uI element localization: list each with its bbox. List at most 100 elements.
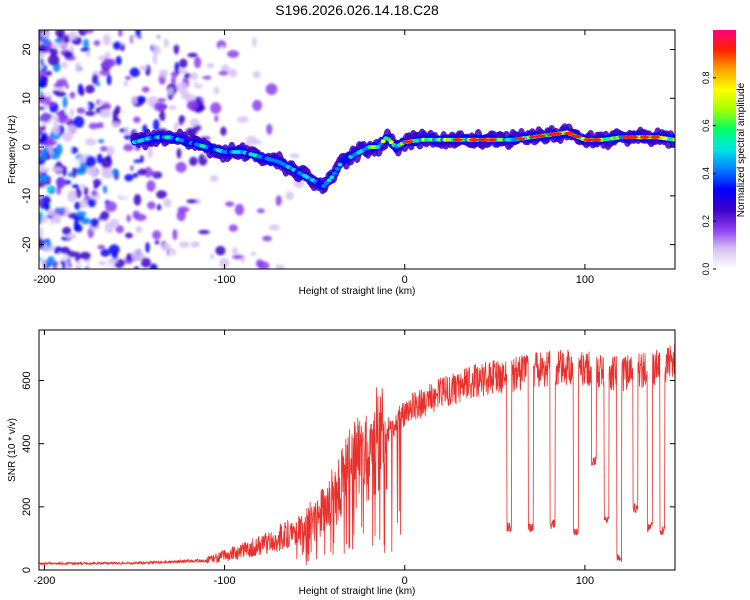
noise-blob <box>131 249 143 262</box>
noise-blob <box>111 168 119 177</box>
ridge-core <box>329 175 335 180</box>
y-axis-label: Frequency (Hz) <box>7 115 18 184</box>
noise-blob <box>124 173 134 182</box>
noise-blob <box>63 51 74 58</box>
noise-blob <box>231 247 239 255</box>
noise-blob <box>209 253 215 259</box>
noise-blob <box>100 211 110 221</box>
noise-blob <box>106 145 115 156</box>
snr-series-line <box>39 344 675 566</box>
noise-blob <box>163 38 169 48</box>
noise-blob <box>54 215 60 224</box>
noise-blob <box>58 176 66 189</box>
noise-blob <box>135 225 143 234</box>
noise-blob <box>68 31 78 40</box>
ridge-core <box>321 184 327 189</box>
noise-blob <box>241 173 246 180</box>
x-axis-label: Height of straight line (km) <box>299 286 416 297</box>
noise-blob <box>129 67 140 78</box>
noise-blob <box>228 224 238 232</box>
noise-blob <box>73 116 85 128</box>
ridge-core <box>388 140 394 145</box>
noise-blob <box>57 115 69 124</box>
noise-blob <box>40 112 52 123</box>
noise-blob <box>135 30 141 39</box>
noise-blob <box>66 250 77 258</box>
noise-blob <box>42 36 49 46</box>
ridge-core <box>672 137 675 142</box>
noise-blob <box>165 109 171 119</box>
noise-blob <box>85 155 96 168</box>
noise-blob <box>88 95 99 101</box>
noise-blob <box>256 208 265 214</box>
noise-blob <box>250 251 257 256</box>
noise-blob <box>123 134 131 140</box>
noise-blob <box>78 155 85 163</box>
noise-blob <box>39 138 44 144</box>
noise-blob <box>63 34 71 44</box>
noise-blob <box>145 241 150 254</box>
noise-blob <box>168 105 177 111</box>
noise-blob <box>39 106 45 111</box>
noise-blob <box>178 115 186 123</box>
noise-blob <box>105 137 115 143</box>
noise-blob <box>149 171 158 176</box>
noise-blob <box>85 51 91 58</box>
noise-blob <box>86 66 93 76</box>
noise-blob <box>225 201 235 207</box>
noise-blob <box>91 74 99 85</box>
noise-blob <box>41 214 48 224</box>
noise-blob <box>227 57 232 68</box>
noise-blob <box>248 90 253 96</box>
noise-blob <box>102 58 114 69</box>
noise-blob <box>185 127 198 137</box>
colorbar-tick-label: 0.4 <box>701 167 711 180</box>
colorbar-tick-label: 0.0 <box>701 263 711 276</box>
noise-blob <box>47 208 56 217</box>
noise-blob <box>86 101 95 111</box>
noise-blob <box>74 224 83 233</box>
noise-blob <box>146 180 156 192</box>
noise-blob <box>218 70 229 76</box>
noise-blob <box>156 204 162 211</box>
noise-blob <box>57 42 67 48</box>
noise-blob <box>172 228 178 241</box>
noise-blob <box>210 102 222 114</box>
noise-blob <box>184 72 192 79</box>
noise-blob <box>85 110 96 117</box>
noise-blob <box>62 226 72 236</box>
noise-blob <box>111 122 121 128</box>
noise-blob <box>99 69 111 76</box>
ridge-core <box>331 171 337 176</box>
noise-blob <box>79 199 89 209</box>
ridge-track <box>130 123 675 195</box>
noise-blob <box>102 185 108 194</box>
noise-blob <box>49 48 58 57</box>
ridge-peak <box>452 138 463 142</box>
noise-blob <box>235 159 242 166</box>
noise-blob <box>39 51 46 59</box>
noise-blob <box>144 166 153 178</box>
x-tick-label: 100 <box>576 274 594 286</box>
x-axis-label: Height of straight line (km) <box>299 586 416 597</box>
noise-blob <box>275 195 282 207</box>
noise-blob <box>75 211 87 217</box>
noise-blob <box>159 69 169 78</box>
noise-blob <box>39 153 48 160</box>
noise-blob <box>176 148 182 159</box>
noise-blob <box>69 108 75 117</box>
noise-blob <box>40 258 47 268</box>
noise-blob <box>39 80 47 89</box>
noise-blob <box>115 55 122 66</box>
x-tick-label: -200 <box>33 274 55 286</box>
noise-blob <box>80 217 91 225</box>
y-tick-label: 0 <box>21 567 33 573</box>
noise-blob <box>39 173 49 183</box>
noise-blob <box>209 175 219 182</box>
ridge-core <box>380 139 386 144</box>
noise-blob <box>179 58 188 69</box>
noise-blob <box>265 83 278 95</box>
noise-blob <box>39 213 43 225</box>
noise-blob <box>80 47 91 52</box>
ridge-peak <box>403 140 414 144</box>
